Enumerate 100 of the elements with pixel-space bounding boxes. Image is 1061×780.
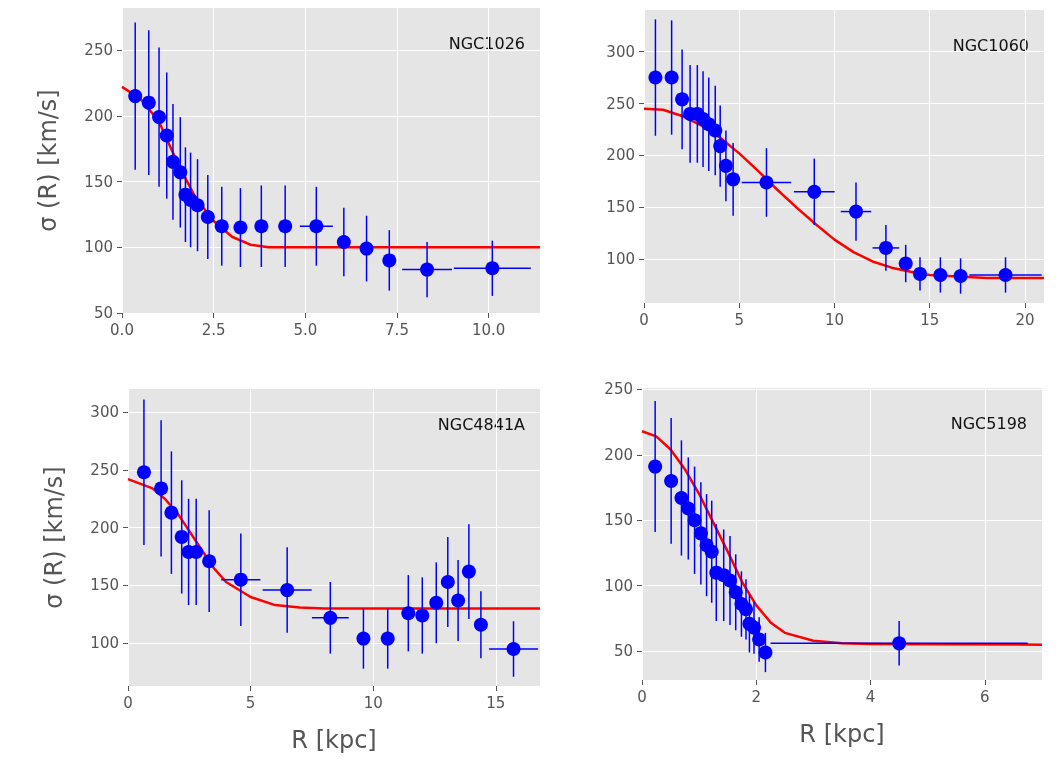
point bbox=[506, 642, 521, 657]
y-tick-label: 250 bbox=[84, 41, 113, 60]
x-tick-label: 15 bbox=[486, 693, 506, 712]
point bbox=[913, 266, 927, 281]
annotation: NGC1026 bbox=[448, 33, 526, 53]
point bbox=[747, 620, 761, 635]
point bbox=[280, 583, 295, 598]
x-tick-label: 5 bbox=[245, 693, 256, 712]
y-tick-label: 50 bbox=[613, 642, 633, 661]
point bbox=[693, 526, 708, 541]
point bbox=[807, 184, 822, 199]
y-tick-label: 150 bbox=[606, 198, 635, 217]
point bbox=[164, 505, 179, 520]
point bbox=[136, 465, 151, 480]
point bbox=[154, 481, 169, 496]
point bbox=[473, 617, 488, 632]
x-tick-label: 10.0 bbox=[471, 320, 506, 339]
y-tick-label: 300 bbox=[606, 42, 635, 61]
y-tick-label: 100 bbox=[606, 250, 635, 269]
point bbox=[382, 253, 397, 268]
point bbox=[174, 529, 189, 544]
point bbox=[933, 267, 948, 282]
point bbox=[849, 204, 863, 219]
y-tick-label: 250 bbox=[90, 460, 119, 479]
point bbox=[356, 631, 371, 646]
y-tick-label: 250 bbox=[606, 94, 635, 113]
x-tick-label: 0 bbox=[637, 687, 647, 706]
point bbox=[278, 219, 293, 234]
x-tick-label: 20 bbox=[1015, 310, 1035, 329]
x-tick-label: 0 bbox=[639, 310, 649, 329]
point bbox=[190, 198, 205, 213]
point bbox=[687, 513, 702, 528]
point bbox=[429, 595, 444, 610]
point bbox=[998, 267, 1013, 282]
line-series bbox=[642, 107, 1046, 280]
annotation: NGC5198 bbox=[950, 413, 1028, 433]
y-tick-label: 150 bbox=[604, 511, 633, 530]
y-tick-label: 100 bbox=[604, 576, 633, 595]
point bbox=[664, 70, 679, 85]
x-tick-label: 5 bbox=[734, 310, 745, 329]
point bbox=[675, 92, 690, 107]
point bbox=[728, 585, 743, 600]
point bbox=[461, 564, 476, 579]
x-tick-label: 2 bbox=[751, 687, 762, 706]
y-axis-title: σ (R) [km/s] bbox=[34, 89, 62, 232]
x-tick-label: 15 bbox=[920, 310, 940, 329]
point bbox=[878, 240, 893, 255]
line-series bbox=[120, 85, 540, 249]
point bbox=[401, 606, 416, 621]
point bbox=[202, 554, 217, 569]
point bbox=[380, 631, 395, 646]
point bbox=[681, 501, 696, 516]
point bbox=[451, 593, 466, 608]
point bbox=[898, 256, 913, 271]
x-tick-label: 2.5 bbox=[201, 320, 226, 339]
point bbox=[359, 241, 374, 256]
point bbox=[713, 139, 728, 154]
y-tick-label: 100 bbox=[84, 238, 113, 257]
point bbox=[141, 95, 156, 110]
y-tick-label: 200 bbox=[84, 106, 113, 125]
point bbox=[892, 636, 907, 651]
point bbox=[165, 154, 180, 169]
point bbox=[752, 632, 767, 647]
point bbox=[323, 610, 338, 625]
point bbox=[254, 219, 269, 234]
point bbox=[415, 608, 430, 623]
x-tick-label: 4 bbox=[865, 687, 876, 706]
point bbox=[128, 89, 143, 104]
y-tick-label: 50 bbox=[93, 304, 113, 322]
y-tick-label: 200 bbox=[604, 445, 633, 464]
point bbox=[440, 575, 455, 589]
point bbox=[200, 210, 215, 225]
point bbox=[674, 490, 689, 505]
point bbox=[214, 219, 229, 234]
point bbox=[648, 70, 663, 85]
point bbox=[739, 602, 753, 617]
point bbox=[485, 261, 500, 276]
point bbox=[309, 219, 324, 234]
y-tick-label: 150 bbox=[84, 172, 113, 191]
point bbox=[723, 573, 737, 588]
point bbox=[336, 235, 351, 249]
annotation: NGC1060 bbox=[952, 35, 1030, 55]
y-tick-label: 150 bbox=[90, 576, 119, 595]
point bbox=[708, 123, 723, 138]
y-tick-label: 200 bbox=[606, 146, 635, 165]
point bbox=[704, 544, 719, 559]
y-axis-title: σ (R) [km/s] bbox=[40, 466, 68, 609]
x-axis-title: R [kpc] bbox=[799, 720, 885, 748]
x-tick-label: 6 bbox=[980, 687, 990, 706]
point bbox=[173, 165, 188, 180]
point bbox=[758, 645, 773, 660]
point bbox=[759, 175, 774, 190]
point bbox=[648, 459, 663, 474]
x-tick-label: 10 bbox=[824, 310, 845, 329]
point bbox=[718, 158, 733, 173]
y-tick-label: 200 bbox=[90, 518, 119, 537]
point bbox=[233, 572, 248, 587]
x-tick-label: 0.0 bbox=[110, 320, 134, 339]
point bbox=[233, 220, 248, 235]
x-tick-label: 10 bbox=[363, 693, 383, 712]
